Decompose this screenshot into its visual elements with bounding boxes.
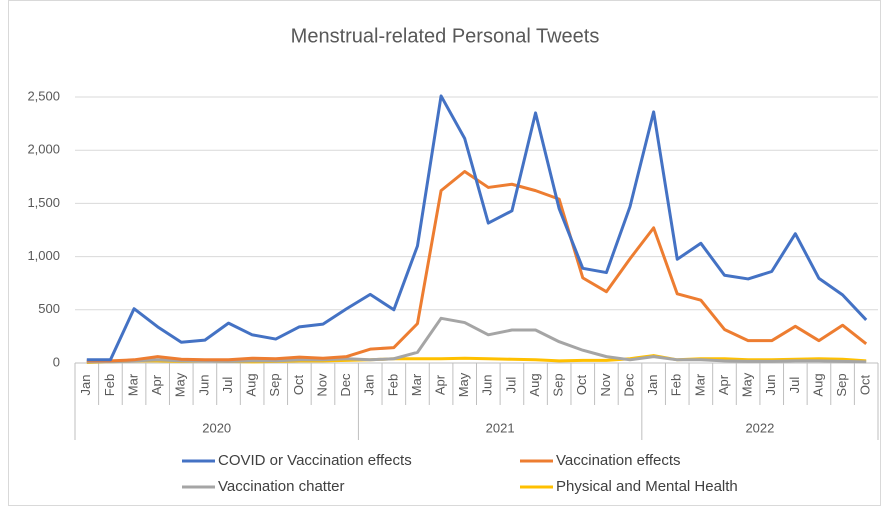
x-tick-label: Jul (503, 377, 518, 394)
x-tick-label: Dec (621, 373, 636, 397)
y-tick-label: 0 (53, 354, 60, 369)
x-tick-label: Oct (858, 375, 873, 396)
x-tick-label: Feb (385, 374, 400, 396)
x-tick-label: Mar (692, 373, 707, 396)
legend-label: Vaccination effects (556, 452, 681, 469)
y-tick-label: 500 (38, 301, 60, 316)
x-group-label: 2020 (202, 420, 231, 435)
legend-label: Physical and Mental Health (556, 478, 738, 495)
x-tick-label: Sep (834, 373, 849, 396)
x-tick-label: Feb (669, 374, 684, 396)
x-tick-label: Jun (763, 375, 778, 396)
x-tick-label: May (173, 372, 188, 397)
y-tick-label: 1,000 (27, 248, 60, 263)
x-tick-label: Mar (409, 373, 424, 396)
x-tick-label: Apr (433, 374, 448, 395)
y-tick-label: 2,000 (27, 142, 60, 157)
x-tick-label: Apr (716, 374, 731, 395)
x-tick-label: Jan (362, 375, 377, 396)
x-group-label: 2022 (745, 420, 774, 435)
x-tick-label: Aug (810, 373, 825, 396)
y-tick-label: 2,500 (27, 88, 60, 103)
x-tick-label: Feb (102, 374, 117, 396)
y-tick-label: 1,500 (27, 195, 60, 210)
x-tick-label: Apr (149, 374, 164, 395)
series-line (86, 94, 868, 362)
x-tick-label: Jun (480, 375, 495, 396)
chart-title: Menstrual-related Personal Tweets (291, 25, 600, 47)
x-tick-label: Aug (244, 373, 259, 396)
x-tick-label: Jan (645, 375, 660, 396)
x-tick-label: Sep (551, 373, 566, 396)
x-tick-label: Nov (314, 373, 329, 397)
x-tick-label: Sep (267, 373, 282, 396)
x-tick-label: Jul (220, 377, 235, 394)
x-group-label: 2021 (486, 420, 515, 435)
x-tick-label: May (740, 372, 755, 397)
x-tick-label: Mar (125, 373, 140, 396)
legend-label: COVID or Vaccination effects (218, 452, 412, 469)
x-tick-label: Jul (787, 377, 802, 394)
x-tick-label: Oct (574, 375, 589, 396)
x-tick-label: May (456, 372, 471, 397)
chart-frame (8, 0, 881, 506)
x-tick-label: Dec (338, 373, 353, 397)
legend-label: Vaccination chatter (218, 478, 344, 495)
x-tick-label: Oct (291, 375, 306, 396)
x-tick-label: Aug (527, 373, 542, 396)
x-tick-label: Jun (196, 375, 211, 396)
x-tick-label: Nov (598, 373, 613, 397)
x-tick-label: Jan (78, 375, 93, 396)
